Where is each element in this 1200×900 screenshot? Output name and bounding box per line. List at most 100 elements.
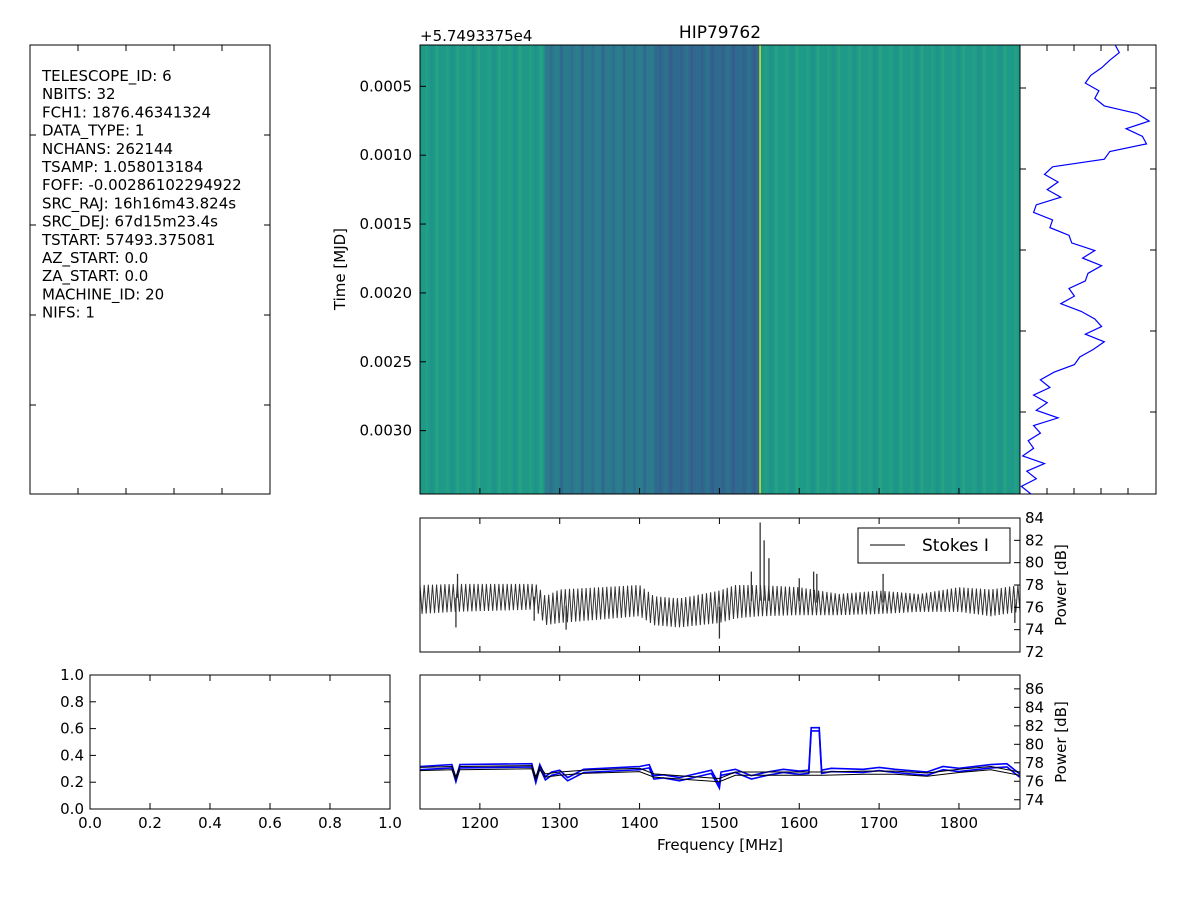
waterfall-channel [659,45,663,494]
waterfall-channel [648,45,652,494]
waterfall-channel [435,45,439,494]
header-line: SRC_DEJ: 67d15m23.4s [42,213,218,232]
kurtosis-x-tick-label: 1200 [461,814,499,832]
waterfall-channel [596,45,600,494]
waterfall-channel [904,45,908,494]
kurtosis-series-line [420,765,1020,780]
kurtosis-y-tick-label: 80 [1025,735,1044,753]
waterfall-channel [852,45,856,494]
waterfall-channel [606,45,610,494]
waterfall-channel [962,45,965,494]
header-line: ZA_START: 0.0 [42,267,148,286]
waterfall-image [420,45,1020,494]
waterfall-channel [941,45,945,494]
waterfall-channel [847,45,851,494]
header-panel-ticks [30,45,270,494]
waterfall-channel [878,45,882,494]
header-line: TSTART: 57493.375081 [41,231,215,249]
waterfall-channel [1003,45,1007,494]
empty-axes-y-tick-label: 0.6 [60,720,84,738]
waterfall-channel [726,45,730,494]
spectrum-series-stokes-i [420,522,1020,639]
waterfall-channel [622,45,626,494]
waterfall-channel [456,45,460,494]
waterfall-y-ticks: 0.0005 0.0010 0.0015 0.0020 0.0025 0.0030 [360,77,960,494]
timeseries-ticks [1020,45,1156,494]
waterfall-channel [774,45,778,494]
spectrum-y-ticks: 72 74 76 78 80 82 84 [1014,509,1044,661]
waterfall-channel [518,45,522,494]
waterfall-channel [487,45,491,494]
waterfall-channel [420,45,423,494]
waterfall-channel [638,45,642,494]
header-line: AZ_START: 0.0 [42,249,148,268]
waterfall-channel [889,45,893,494]
waterfall-channel [721,45,725,494]
waterfall-channel [446,45,449,494]
empty-axes-y-tick-label: 0.0 [60,800,84,818]
waterfall-channel [811,45,815,494]
waterfall-channel [477,45,481,494]
header-line: SRC_RAJ: 16h16m43.824s [42,194,236,213]
waterfall-channel [1008,45,1012,494]
spectrum-y-tick-label: 82 [1025,531,1044,549]
waterfall-channel [982,45,986,494]
waterfall-channel [565,45,569,494]
waterfall-channel [873,45,877,494]
waterfall-channel [466,45,470,494]
kurtosis-y-tick-label: 86 [1025,680,1044,698]
waterfall-channel [586,45,590,494]
waterfall-channel [821,45,825,494]
waterfall-bright-line [759,45,761,494]
waterfall-channel [711,45,715,494]
kurtosis-x-tick-label: 1500 [700,814,738,832]
kurtosis-ylabel: Power [dB] [1052,701,1070,783]
kurtosis-x-tick-label: 1600 [780,814,818,832]
waterfall-channel [612,45,616,494]
waterfall-channel [826,45,830,494]
waterfall-channel [930,45,934,494]
waterfall-channel [806,45,809,494]
waterfall-channel [575,45,579,494]
kurtosis-y-tick-label: 82 [1025,717,1044,735]
waterfall-channel [513,45,517,494]
waterfall-channel [700,45,704,494]
waterfall-channel [988,45,991,494]
spectrum-y-tick-label: 76 [1025,598,1044,616]
spectrum-y-tick-label: 72 [1025,643,1044,661]
waterfall-channel [977,45,981,494]
waterfall-channel [492,45,496,494]
waterfall-channel [837,45,841,494]
kurtosis-x-tick-label: 1300 [541,814,579,832]
spectrum-legend: Stokes I [857,527,1011,564]
header-line: NIFS: 1 [42,304,95,322]
waterfall-channel [863,45,867,494]
waterfall-channel [858,45,861,494]
waterfall-channel [915,45,919,494]
waterfall-channel [705,45,709,494]
header-line: TELESCOPE_ID: 6 [41,67,172,86]
waterfall-channel [627,45,631,494]
spectrum-x-ticks [479,518,960,652]
waterfall-channel [757,45,760,494]
spectrum-y-tick-label: 84 [1025,509,1044,527]
waterfall-channel [731,45,735,494]
waterfall-channel [653,45,657,494]
waterfall-channel [524,45,527,494]
empty-axes-x-tick-label: 0.6 [258,814,282,832]
waterfall-offset-label: +5.7493375e4 [420,27,532,45]
waterfall-channel [690,45,694,494]
waterfall-channel [785,45,789,494]
kurtosis-series-line [420,768,1020,783]
waterfall-channel [920,45,924,494]
header-line: MACHINE_ID: 20 [42,285,164,304]
waterfall-channel [544,45,548,494]
waterfall-channel [884,45,887,494]
kurtosis-x-ticks: 1200 1300 1400 1500 1600 1700 1800 [461,675,978,832]
empty-axes-ticks: 0.00.0 0.2 0.2 0.4 0.4 0.6 0.6 0.8 0.8 1.0 1.0 [60,666,402,832]
waterfall-title: HIP79762 [679,23,761,43]
waterfall-channel [790,45,794,494]
